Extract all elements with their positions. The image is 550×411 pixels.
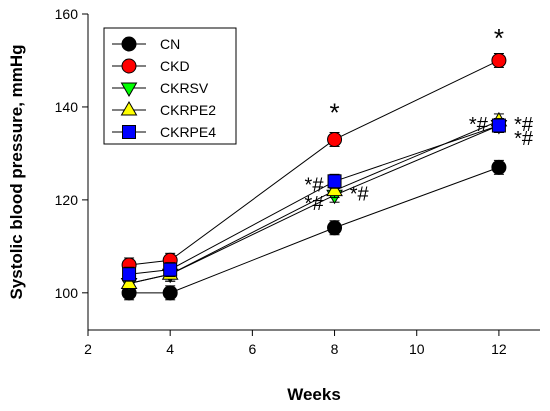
significance-mark: *	[494, 23, 504, 53]
legend-marker	[120, 100, 138, 116]
x-ticks: 2 4 6 8 10 12	[84, 330, 507, 357]
x-tick-label: 8	[331, 341, 339, 357]
legend-label: CKRSV	[160, 80, 209, 96]
x-tick-label: 10	[409, 341, 425, 357]
legend-marker	[120, 82, 138, 98]
legend-label: CKRPE2	[160, 102, 216, 118]
data-point	[327, 174, 342, 189]
data-point	[122, 267, 137, 282]
significance-mark: *#	[514, 128, 534, 150]
legend-marker	[121, 58, 137, 74]
data-point	[491, 118, 506, 133]
legend-label: CN	[160, 36, 180, 52]
y-ticks: 100 120 140 160	[55, 6, 88, 301]
x-tick-label: 6	[248, 341, 256, 357]
y-axis-title: Systolic blood pressure, mmHg	[7, 44, 26, 299]
data-point	[162, 285, 178, 301]
data-point	[491, 159, 507, 175]
legend-label: CKRPE4	[160, 124, 216, 140]
y-tick-label: 120	[55, 192, 79, 208]
significance-mark: *#	[305, 193, 325, 215]
y-tick-label: 140	[55, 99, 79, 115]
legend: CN CKD CKRSV CKRPE2 CKRPE4	[103, 27, 237, 145]
series-line	[129, 60, 500, 266]
data-point	[491, 52, 507, 68]
series-line	[128, 120, 500, 285]
y-tick-label: 160	[55, 6, 79, 22]
x-tick-label: 2	[84, 341, 92, 357]
x-axis-title: Weeks	[287, 385, 341, 404]
x-tick-label: 12	[491, 341, 507, 357]
y-tick-label: 100	[55, 285, 79, 301]
x-tick-label: 4	[166, 341, 174, 357]
significance-mark: *#	[350, 184, 370, 206]
significance-mark: *	[329, 98, 339, 128]
series-ckrpe4	[122, 118, 506, 282]
series-cn	[121, 159, 507, 301]
significance-mark: *#	[514, 114, 534, 136]
significance-mark: *#	[469, 114, 489, 136]
legend-marker	[122, 125, 136, 139]
data-point	[120, 274, 138, 290]
series-line	[129, 166, 500, 294]
data-point	[327, 131, 343, 147]
annotations: ***#*# *#*# *#*#	[305, 23, 534, 215]
significance-mark: *#	[305, 174, 325, 196]
series-line	[129, 125, 500, 275]
legend-label: CKD	[160, 58, 190, 74]
data-point	[326, 181, 343, 197]
data-point	[163, 262, 178, 277]
data-point	[327, 220, 343, 236]
legend-marker	[121, 36, 137, 52]
plot-series	[120, 52, 508, 301]
axes	[87, 14, 540, 331]
